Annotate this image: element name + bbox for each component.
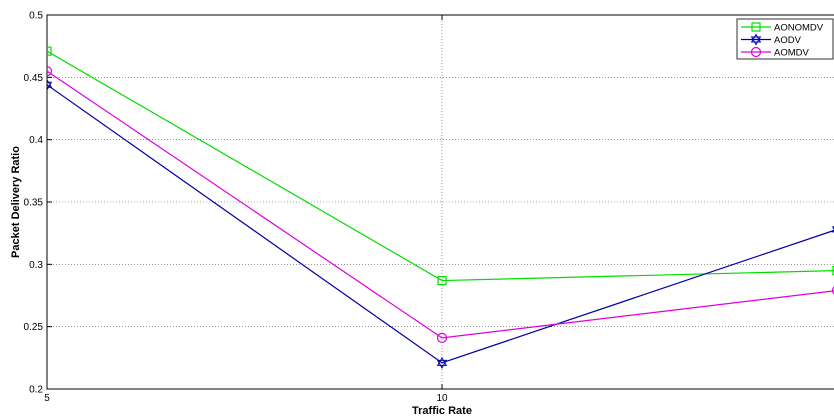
y-tick-label: 0.25 — [24, 322, 44, 333]
data-point-aonomdv — [47, 46, 52, 56]
y-tick-label: 0.5 — [29, 11, 43, 22]
y-tick-label: 0.35 — [24, 198, 44, 209]
y-axis-label: Packet Delivery Ratio — [10, 146, 22, 258]
legend-marker-aodv-tri-down — [750, 36, 762, 46]
series-lines — [47, 46, 834, 369]
y-tick-label: 0.2 — [29, 385, 43, 396]
data-point-aodv-tri-down — [47, 81, 53, 91]
data-point-aonomdv — [437, 275, 447, 286]
y-tick-label: 0.4 — [29, 135, 43, 146]
series-line-aodv — [47, 84, 834, 364]
legend-marker-aodv — [750, 33, 762, 46]
tick-labels: 0.20.250.30.350.40.450.55101 — [24, 11, 448, 405]
data-point-aodv-tri-up — [47, 78, 53, 88]
series-line-aomdv — [47, 70, 834, 339]
legend-marker-aodv-tri-up — [750, 33, 762, 43]
legend-label-aonomdv: AONOMDV — [774, 23, 824, 34]
data-point-aomdv — [47, 66, 53, 77]
legend-marker-aomdv — [750, 46, 762, 58]
grid-lines — [47, 15, 834, 389]
legend-marker-aonomdv — [751, 22, 761, 32]
data-point-aomdv — [436, 332, 448, 343]
axes — [46, 14, 834, 390]
data-point-aonomdv — [832, 265, 834, 276]
legend-label-aomdv: AOMDV — [774, 48, 810, 59]
x-axis-label: Traffic Rate — [412, 405, 472, 417]
y-tick-label: 0.45 — [24, 73, 44, 84]
data-point-aodv — [436, 356, 448, 369]
data-point-aomdv — [831, 286, 834, 295]
y-tick-label: 0.3 — [29, 260, 43, 271]
x-tick-label: 5 — [44, 393, 50, 404]
legend-label-aodv: AODV — [774, 35, 802, 46]
x-tick-label: 10 — [436, 393, 448, 404]
data-point-aodv — [47, 78, 53, 91]
data-point-aodv-tri-up — [436, 356, 448, 366]
data-point-aodv-tri-down — [436, 359, 448, 369]
